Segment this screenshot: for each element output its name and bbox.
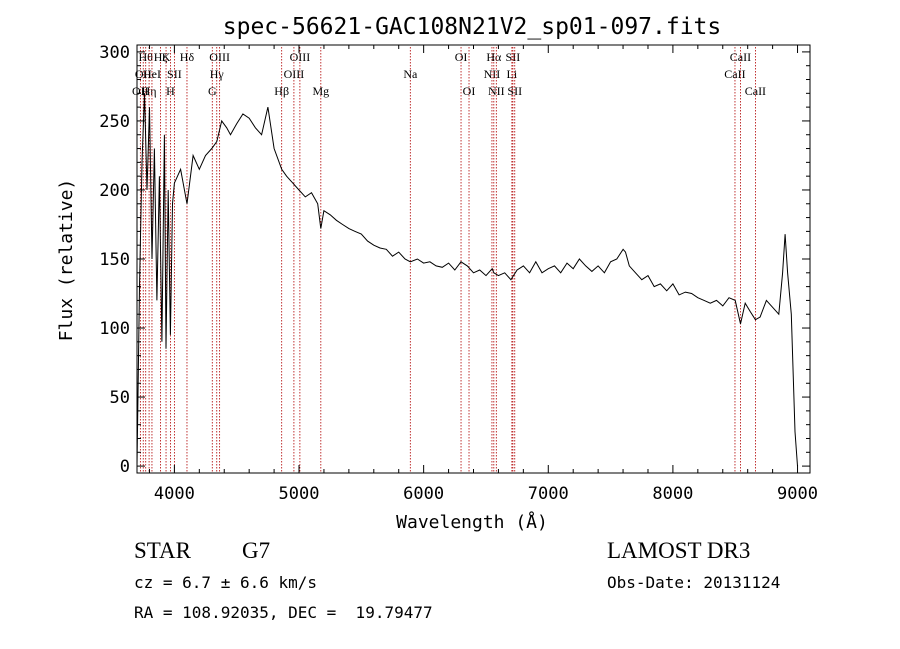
redshift-value: cz = 6.7 ± 6.6 km/s — [134, 573, 318, 592]
y-axis-label: Flux (relative) — [56, 179, 77, 342]
y-tick-label: 100 — [99, 319, 130, 339]
line-label-23: Li — [507, 67, 518, 81]
emission-line-markers: OIIOIIHθHηHeIHζKHSIIHδGHγOIIIHβOIIIOIIIM… — [132, 47, 766, 473]
line-label-4: HeI — [143, 67, 161, 81]
survey-name: LAMOST DR3 — [607, 538, 751, 563]
x-tick-label: 4000 — [154, 484, 195, 504]
y-tick-label: 200 — [99, 181, 130, 201]
line-label-2: Hθ — [139, 50, 154, 64]
obs-date: Obs-Date: 20131124 — [607, 573, 781, 592]
line-label-27: CaII — [730, 50, 751, 64]
x-tick-label: 7000 — [528, 484, 569, 504]
line-label-20: NII — [484, 67, 501, 81]
chart-title: spec-56621-GAC108N21V2_sp01-097.fits — [223, 14, 722, 40]
y-tick-label: 50 — [110, 388, 130, 408]
line-label-25: SII — [507, 84, 522, 98]
line-label-16: Mg — [312, 84, 329, 98]
line-label-7: H — [166, 84, 175, 98]
line-label-13: Hβ — [274, 84, 289, 98]
x-axis-label: Wavelength (Å) — [396, 511, 548, 533]
line-label-11: Hγ — [210, 67, 225, 81]
line-label-19: OI — [463, 84, 476, 98]
line-label-17: Na — [403, 67, 418, 81]
line-label-1: OII — [135, 67, 152, 81]
line-label-12: OIII — [209, 50, 230, 64]
line-label-18: OI — [455, 50, 468, 64]
line-label-6: K — [162, 50, 171, 64]
x-tick-label: 5000 — [279, 484, 320, 504]
object-class: STAR — [134, 538, 191, 563]
spectrum-line — [136, 93, 798, 467]
x-tick-label: 9000 — [777, 484, 818, 504]
plot-frame — [136, 44, 811, 474]
line-label-10: G — [208, 84, 217, 98]
x-axis-ticks: 4000 5000 6000 7000 8000 9000 — [148, 45, 818, 504]
line-label-14: OIII — [284, 67, 305, 81]
y-tick-label: 150 — [99, 250, 130, 270]
object-subclass: G7 — [242, 538, 271, 563]
line-label-3: Hη — [142, 84, 157, 98]
x-tick-label: 6000 — [403, 484, 444, 504]
line-label-5: Hζ — [154, 50, 168, 64]
y-tick-label: 250 — [99, 112, 130, 132]
line-label-8: SII — [167, 67, 182, 81]
x-tick-label: 8000 — [652, 484, 693, 504]
line-label-26: CaII — [724, 67, 745, 81]
coordinates: RA = 108.92035, DEC = 19.79477 — [134, 603, 433, 622]
y-tick-label: 0 — [120, 457, 130, 477]
y-tick-label: 300 — [99, 43, 130, 63]
line-label-21: Hα — [486, 50, 502, 64]
line-label-28: CaII — [745, 84, 766, 98]
line-label-24: SII — [506, 50, 521, 64]
line-label-9: Hδ — [180, 50, 195, 64]
line-label-15: OIII — [290, 50, 311, 64]
line-label-22: NII — [488, 84, 505, 98]
y-axis-ticks: 0 50 100 150 200 250 300 — [99, 43, 810, 477]
